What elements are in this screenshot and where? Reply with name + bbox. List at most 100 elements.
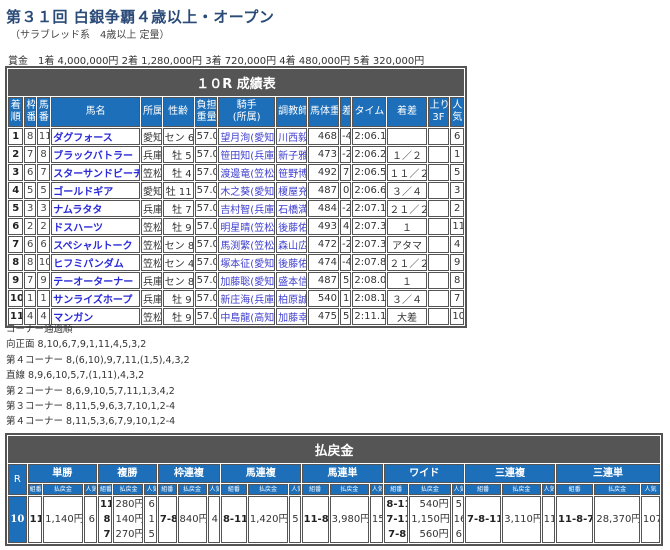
bet-popularity: 16 [453, 514, 463, 525]
trainer-link[interactable]: 加藤幸 [276, 308, 308, 325]
bracket-cell: 6 [24, 236, 36, 253]
column-header-horse-number: 馬番 [36, 97, 51, 127]
last-3f-cell [427, 218, 450, 235]
margin-cell: ２１／２ [387, 254, 427, 271]
bet-combo-cell: 11-8-7 [556, 496, 594, 543]
column-header-horse-name: 馬名 [51, 97, 140, 127]
trainer-link[interactable]: 笹野博 [276, 164, 308, 181]
sub-header-combo: 組番 [157, 484, 177, 495]
last-3f-cell [427, 290, 450, 307]
bet-popularity-cell: 6 [83, 496, 97, 543]
bet-combo-cell: 7-8-11 [465, 496, 502, 543]
affiliation-cell: 兵庫 [141, 272, 162, 289]
jockey-link[interactable]: 木之葵(愛知) [218, 182, 276, 199]
horse-name-link[interactable]: ヒフミパンダム [51, 254, 140, 271]
column-header-weight: 負担 重量 [194, 97, 218, 127]
column-header-affiliation: 所属 [141, 97, 162, 127]
bet-popularity: 6 [148, 499, 155, 510]
last-3f-cell [427, 254, 450, 271]
trainer-link[interactable]: 後藤佑 [276, 254, 308, 271]
rank-cell: 9 [8, 272, 24, 289]
horse-name-link[interactable]: テーオーターナー [51, 272, 140, 289]
bet-combo: 7-8 [159, 514, 177, 525]
margin-cell: １ [387, 272, 427, 289]
horse-name-link[interactable]: マンガン [51, 308, 140, 325]
weight-diff-cell: 1 [340, 290, 352, 307]
jockey-link[interactable]: 望月洵(愛知) [218, 128, 276, 145]
column-header-weight-diff: 差 [340, 97, 352, 127]
bet-payout: 1,140円 [45, 514, 83, 525]
trainer-link[interactable]: 榎屋充 [276, 182, 308, 199]
bracket-cell: 2 [24, 218, 36, 235]
trainer-link[interactable]: 川西毅 [276, 128, 308, 145]
popularity-cell: 7 [450, 290, 464, 307]
bet-combo: 7-11 [386, 514, 407, 525]
sub-header-payout: 払戻金 [177, 484, 207, 495]
bet-payout: 560円 [419, 529, 449, 540]
jockey-link[interactable]: 塚本征(愛知) [218, 254, 276, 271]
margin-cell [387, 128, 427, 145]
jockey-link[interactable]: 笹田知(兵庫) [218, 146, 276, 163]
sub-header-popularity: 人気 [83, 484, 97, 495]
last-3f-cell [427, 146, 450, 163]
last-3f-cell [427, 182, 450, 199]
time-cell: 2:08.1 [352, 290, 387, 307]
bet-type-header: 枠連複 [157, 464, 220, 483]
popularity-cell: 5 [450, 164, 464, 181]
trainer-link[interactable]: 柏原誠 [276, 290, 308, 307]
payout-caption: 払戻金 [8, 436, 660, 463]
jockey-link[interactable]: 中島龍(高知) [218, 308, 276, 325]
sub-header-combo: 組番 [465, 484, 502, 495]
jockey-link[interactable]: 加藤聡(愛知) [218, 272, 276, 289]
bet-popularity: 4 [211, 514, 218, 525]
sub-header-payout: 払戻金 [329, 484, 369, 495]
trainer-link[interactable]: 後藤佑 [276, 218, 308, 235]
weight-cell: 57.0 [194, 290, 218, 307]
jockey-link[interactable]: 明星晴(笠松) [218, 218, 276, 235]
horse-number-cell: 10 [36, 254, 51, 271]
jockey-link[interactable]: 吉村智(兵庫) [218, 200, 276, 217]
horse-name-link[interactable]: ナムラタタ [51, 200, 140, 217]
weight-cell: 57.0 [194, 236, 218, 253]
body-weight-cell: 475 [308, 308, 340, 325]
bet-type-header: 三連単 [556, 464, 660, 483]
bet-popularity: 1 [148, 514, 155, 525]
sub-header-popularity: 人気 [451, 484, 465, 495]
trainer-link[interactable]: 盛本信 [276, 272, 308, 289]
horse-name-link[interactable]: サンライズホープ [51, 290, 140, 307]
trainer-link[interactable]: 新子雅 [276, 146, 308, 163]
horse-name-link[interactable]: スターサンドビーチ [51, 164, 140, 181]
bet-popularity: 15 [371, 514, 382, 525]
popularity-cell: 6 [450, 128, 464, 145]
affiliation-cell: 笠松 [141, 236, 162, 253]
bet-payout-cell: 840円 [177, 496, 207, 543]
popularity-cell: 1 [450, 146, 464, 163]
weight-cell: 57.0 [194, 200, 218, 217]
horse-name-link[interactable]: ゴールドギア [51, 182, 140, 199]
weight-cell: 57.0 [194, 308, 218, 325]
horse-name-link[interactable]: スペシャルトーク [51, 236, 140, 253]
column-header-body-weight: 馬体重 [308, 97, 340, 127]
weight-cell: 57.0 [194, 128, 218, 145]
jockey-link[interactable]: 馬渕繁(笠松) [218, 236, 276, 253]
bet-combo: 8-11 [386, 499, 407, 510]
sex-age-cell: 牡 5 [162, 146, 194, 163]
prize-money: 賞金 1着 4,000,000円 2着 1,280,000円 3着 720,00… [8, 56, 425, 67]
bet-popularity: 107 [642, 514, 659, 525]
time-cell: 2:06.5 [352, 164, 387, 181]
bracket-cell: 8 [24, 254, 36, 271]
jockey-link[interactable]: 新庄海(兵庫) [218, 290, 276, 307]
bet-popularity: 5 [148, 529, 155, 540]
body-weight-cell: 487 [308, 182, 340, 199]
trainer-link[interactable]: 石橋満 [276, 200, 308, 217]
horse-name-link[interactable]: ダグフォース [51, 128, 140, 145]
horse-name-link[interactable]: ドスハーツ [51, 218, 140, 235]
bet-combo: 11 [99, 499, 112, 510]
horse-name-link[interactable]: ブラックバトラー [51, 146, 140, 163]
margin-cell: ２１／２ [387, 200, 427, 217]
corner-line: 向正面 8,10,6,7,9,1,11,4,5,3,2 [6, 339, 147, 351]
time-cell: 2:08.0 [352, 272, 387, 289]
trainer-link[interactable]: 森山広 [276, 236, 308, 253]
sex-age-cell: セン 6 [162, 128, 194, 145]
jockey-link[interactable]: 渡邊竜(笠松) [218, 164, 276, 181]
